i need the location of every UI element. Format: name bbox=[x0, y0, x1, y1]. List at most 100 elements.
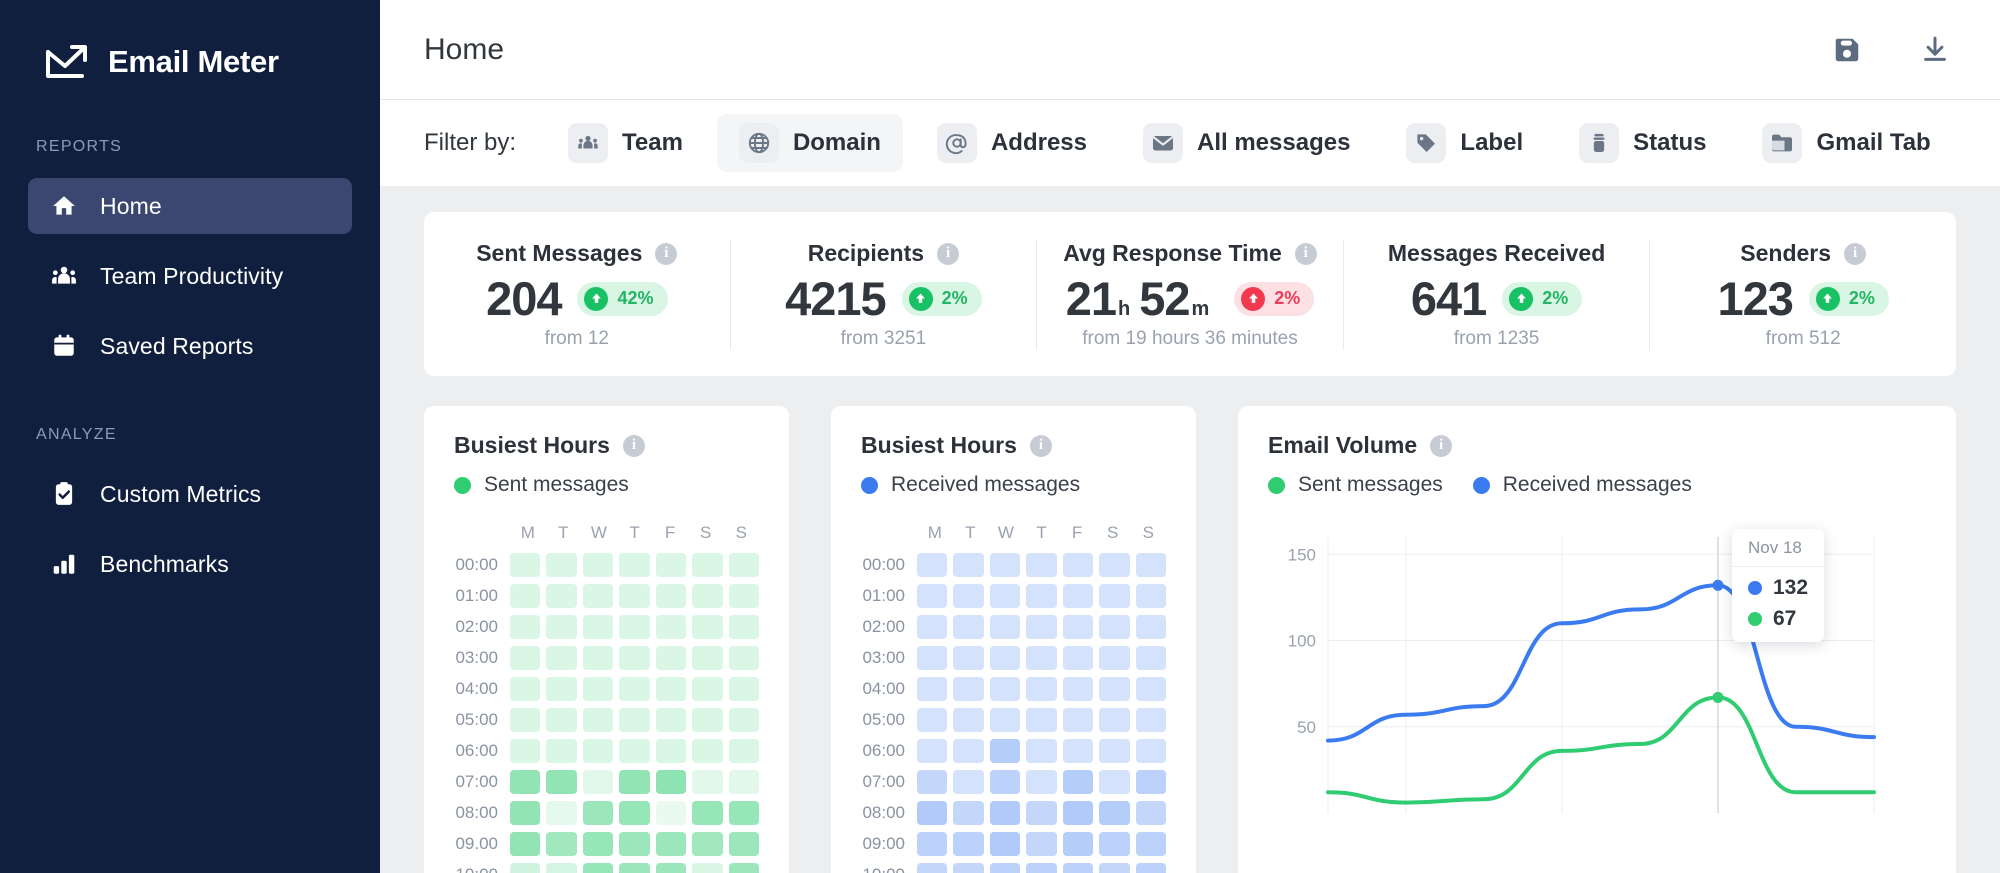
heatmap-cell[interactable] bbox=[728, 801, 759, 825]
heatmap-cell[interactable] bbox=[1026, 770, 1057, 794]
heatmap-cell[interactable] bbox=[619, 646, 650, 670]
heatmap-cell[interactable] bbox=[953, 677, 984, 701]
filter-chip-team[interactable]: Team bbox=[546, 114, 705, 172]
heatmap-cell[interactable] bbox=[1135, 615, 1166, 639]
heatmap-cell[interactable] bbox=[1026, 708, 1057, 732]
heatmap-cell[interactable] bbox=[546, 584, 577, 608]
heatmap-cell[interactable] bbox=[582, 832, 614, 856]
heatmap-cell[interactable] bbox=[692, 770, 723, 794]
heatmap-cell[interactable] bbox=[546, 615, 577, 639]
heatmap-cell[interactable] bbox=[989, 615, 1021, 639]
heatmap-cell[interactable] bbox=[728, 863, 759, 873]
heatmap-cell[interactable] bbox=[582, 863, 614, 873]
heatmap-cell[interactable] bbox=[655, 770, 687, 794]
heatmap-cell[interactable] bbox=[953, 770, 984, 794]
heatmap-cell[interactable] bbox=[619, 615, 650, 639]
heatmap-cell[interactable] bbox=[510, 584, 541, 608]
heatmap-cell[interactable] bbox=[917, 553, 948, 577]
heatmap-cell[interactable] bbox=[1135, 863, 1166, 873]
heatmap-cell[interactable] bbox=[953, 863, 984, 873]
heatmap-cell[interactable] bbox=[1026, 584, 1057, 608]
heatmap-cell[interactable] bbox=[546, 863, 577, 873]
heatmap-cell[interactable] bbox=[582, 801, 614, 825]
heatmap-cell[interactable] bbox=[917, 770, 948, 794]
info-icon[interactable] bbox=[622, 434, 645, 457]
heatmap-cell[interactable] bbox=[917, 677, 948, 701]
heatmap-cell[interactable] bbox=[692, 553, 723, 577]
heatmap-cell[interactable] bbox=[546, 770, 577, 794]
heatmap-cell[interactable] bbox=[510, 677, 541, 701]
filter-chip-address[interactable]: Address bbox=[915, 114, 1109, 172]
heatmap-cell[interactable] bbox=[953, 739, 984, 763]
filter-chip-label[interactable]: Label bbox=[1384, 114, 1545, 172]
sidebar-item-home[interactable]: Home bbox=[28, 178, 352, 234]
heatmap-cell[interactable] bbox=[510, 646, 541, 670]
heatmap-cell[interactable] bbox=[728, 553, 759, 577]
heatmap-cell[interactable] bbox=[692, 677, 723, 701]
heatmap-cell[interactable] bbox=[1062, 677, 1094, 701]
heatmap-cell[interactable] bbox=[989, 708, 1021, 732]
heatmap-cell[interactable] bbox=[546, 832, 577, 856]
heatmap-cell[interactable] bbox=[655, 739, 687, 763]
heatmap-cell[interactable] bbox=[989, 646, 1021, 670]
heatmap-cell[interactable] bbox=[619, 553, 650, 577]
heatmap-cell[interactable] bbox=[1062, 708, 1094, 732]
heatmap-cell[interactable] bbox=[1099, 863, 1130, 873]
heatmap-cell[interactable] bbox=[1135, 646, 1166, 670]
info-icon[interactable] bbox=[655, 242, 678, 265]
heatmap-cell[interactable] bbox=[728, 677, 759, 701]
heatmap-cell[interactable] bbox=[582, 708, 614, 732]
heatmap-cell[interactable] bbox=[655, 677, 687, 701]
heatmap-cell[interactable] bbox=[917, 615, 948, 639]
heatmap-cell[interactable] bbox=[510, 708, 541, 732]
heatmap-cell[interactable] bbox=[1099, 677, 1130, 701]
heatmap-cell[interactable] bbox=[510, 553, 541, 577]
heatmap-cell[interactable] bbox=[953, 584, 984, 608]
heatmap-cell[interactable] bbox=[619, 863, 650, 873]
heatmap-cell[interactable] bbox=[619, 584, 650, 608]
heatmap-cell[interactable] bbox=[510, 863, 541, 873]
filter-chip-status[interactable]: Status bbox=[1557, 114, 1728, 172]
heatmap-cell[interactable] bbox=[1026, 615, 1057, 639]
heatmap-cell[interactable] bbox=[1099, 739, 1130, 763]
heatmap-cell[interactable] bbox=[655, 708, 687, 732]
heatmap-cell[interactable] bbox=[546, 708, 577, 732]
heatmap-cell[interactable] bbox=[953, 615, 984, 639]
heatmap-cell[interactable] bbox=[1062, 770, 1094, 794]
save-icon[interactable] bbox=[1832, 35, 1862, 65]
heatmap-cell[interactable] bbox=[728, 708, 759, 732]
heatmap-cell[interactable] bbox=[989, 739, 1021, 763]
heatmap-cell[interactable] bbox=[1135, 584, 1166, 608]
info-icon[interactable] bbox=[1430, 434, 1453, 457]
heatmap-cell[interactable] bbox=[1099, 770, 1130, 794]
heatmap-cell[interactable] bbox=[582, 553, 614, 577]
filter-chip-domain[interactable]: Domain bbox=[716, 114, 903, 172]
heatmap-cell[interactable] bbox=[692, 863, 723, 873]
heatmap-cell[interactable] bbox=[546, 677, 577, 701]
heatmap-cell[interactable] bbox=[728, 739, 759, 763]
info-icon[interactable] bbox=[937, 242, 960, 265]
heatmap-cell[interactable] bbox=[1099, 553, 1130, 577]
heatmap-cell[interactable] bbox=[582, 584, 614, 608]
heatmap-cell[interactable] bbox=[692, 801, 723, 825]
heatmap-cell[interactable] bbox=[1062, 553, 1094, 577]
heatmap-cell[interactable] bbox=[1026, 739, 1057, 763]
filter-chip-gmail-tab[interactable]: Gmail Tab bbox=[1740, 114, 1952, 172]
info-icon[interactable] bbox=[1844, 242, 1867, 265]
heatmap-cell[interactable] bbox=[917, 739, 948, 763]
heatmap-cell[interactable] bbox=[692, 708, 723, 732]
brand[interactable]: Email Meter bbox=[0, 0, 380, 82]
heatmap-cell[interactable] bbox=[1135, 553, 1166, 577]
heatmap-cell[interactable] bbox=[1135, 677, 1166, 701]
heatmap-cell[interactable] bbox=[655, 832, 687, 856]
heatmap-cell[interactable] bbox=[692, 615, 723, 639]
heatmap-cell[interactable] bbox=[510, 832, 541, 856]
heatmap-cell[interactable] bbox=[1099, 584, 1130, 608]
heatmap-cell[interactable] bbox=[1026, 832, 1057, 856]
heatmap-cell[interactable] bbox=[1135, 832, 1166, 856]
heatmap-cell[interactable] bbox=[655, 584, 687, 608]
heatmap-cell[interactable] bbox=[1062, 584, 1094, 608]
heatmap-cell[interactable] bbox=[1099, 708, 1130, 732]
heatmap-cell[interactable] bbox=[989, 553, 1021, 577]
sidebar-item-team-productivity[interactable]: Team Productivity bbox=[28, 248, 352, 304]
